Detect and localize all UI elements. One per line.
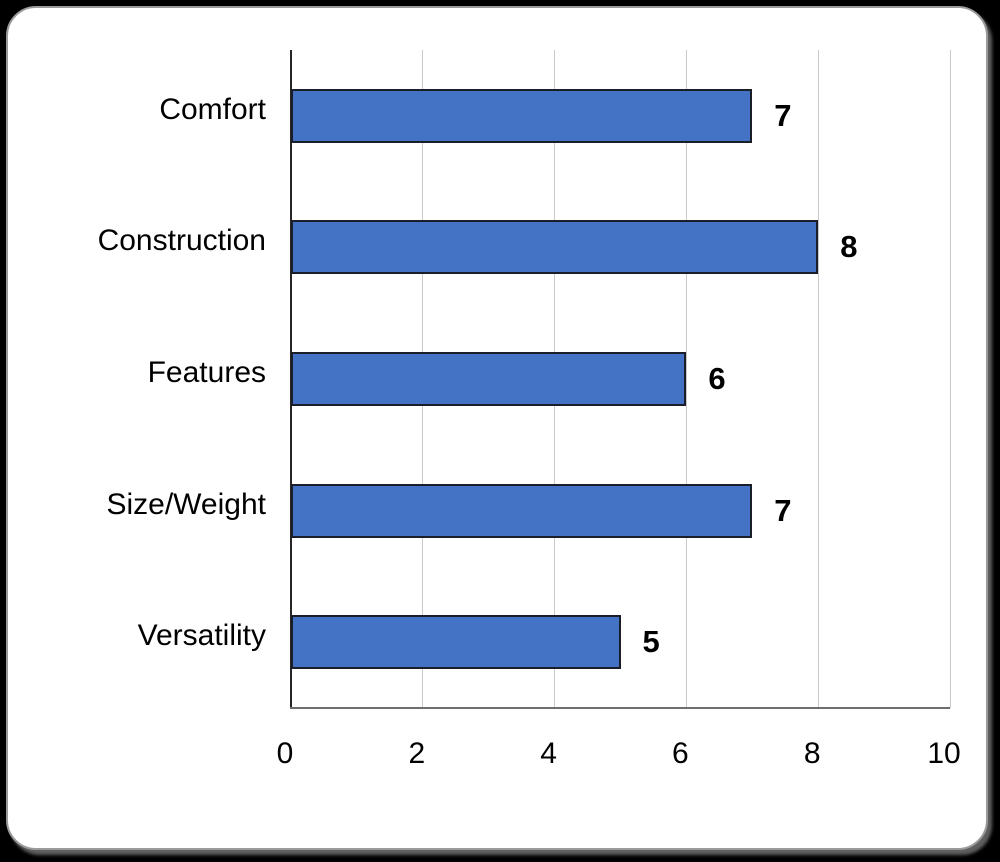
gridline (949, 50, 951, 708)
x-tick-label: 10 (927, 737, 961, 770)
chart-card: 7 8 6 7 5 Comfort Construction Features Size/We… (6, 6, 988, 850)
plot-area: 7 8 6 7 5 (290, 50, 951, 709)
bar-value-label: 8 (840, 229, 858, 265)
x-tick-label: 8 (803, 737, 821, 770)
category-label: Construction (97, 224, 266, 258)
category-label: Size/Weight (106, 487, 266, 521)
bar-value-label: 6 (708, 361, 726, 396)
category-label: Comfort (159, 92, 266, 126)
bar-value-label: 7 (774, 492, 792, 528)
category-label: Versatility (137, 619, 266, 653)
bar (291, 615, 621, 670)
gridline (817, 50, 819, 708)
bar (291, 483, 753, 538)
bar-value-label: 7 (774, 97, 792, 133)
x-tick-label: 0 (276, 737, 294, 770)
x-axis-line (290, 707, 950, 709)
category-label: Features (147, 355, 266, 389)
bar-value-label: 5 (642, 624, 660, 660)
x-tick-label: 4 (540, 737, 557, 770)
x-tick-label: 6 (672, 737, 689, 770)
gridline (685, 50, 687, 708)
bar (291, 88, 753, 143)
x-tick-label: 2 (408, 737, 426, 770)
bar (291, 352, 687, 406)
bar (291, 220, 819, 275)
